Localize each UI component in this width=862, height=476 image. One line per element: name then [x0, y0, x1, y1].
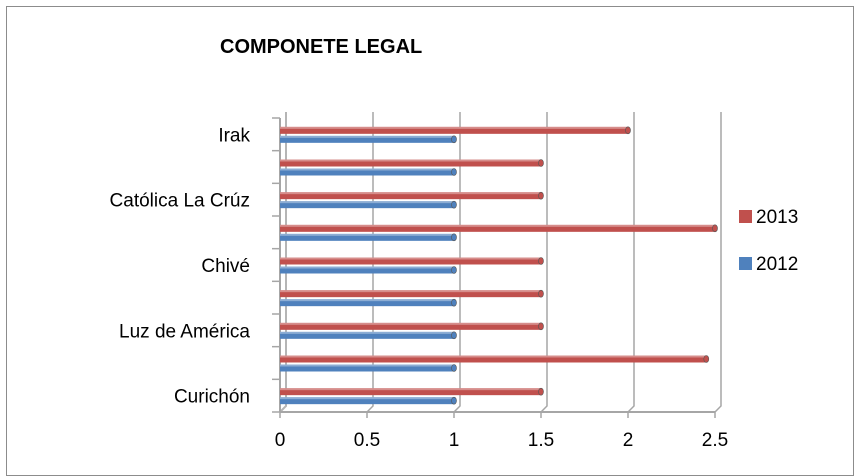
- bar-2013-cap: [712, 224, 718, 233]
- bar-2013-cap: [538, 289, 544, 298]
- bar-2013-highlight: [280, 257, 541, 260]
- bar-2013-cap: [538, 322, 544, 331]
- bar-2012: [280, 200, 457, 209]
- bar-2012-highlight: [280, 299, 454, 302]
- category-label: Católica La Crúz: [110, 191, 250, 212]
- bar-2012-highlight: [280, 331, 454, 334]
- bar-2013-cap: [538, 191, 544, 200]
- bar-2012-cap: [451, 364, 457, 372]
- axis-depth-line: [279, 112, 287, 413]
- bar-2013-highlight: [280, 290, 541, 293]
- gridline: [366, 112, 374, 413]
- bar-2012-cap: [451, 396, 457, 405]
- bar-2013-face: [280, 224, 715, 232]
- bar-2012-highlight: [280, 233, 454, 236]
- gridline: [540, 112, 548, 413]
- category-label: Irak: [218, 125, 250, 146]
- bar-2013-face: [280, 322, 541, 330]
- x-tick-label: 2.5: [702, 430, 728, 451]
- legend-label: 2012: [756, 254, 798, 275]
- bar-2012-highlight: [280, 364, 454, 367]
- bar-2013-face: [280, 388, 541, 396]
- bar-2013-face: [280, 126, 628, 134]
- bar-2012-cap: [451, 135, 457, 144]
- gridline: [627, 112, 635, 413]
- x-tick-label: 2: [623, 430, 634, 451]
- bar-2012: [280, 135, 457, 144]
- bar-2012-cap: [451, 233, 457, 242]
- category-label: Chivé: [201, 256, 250, 277]
- bar-2013-cap: [703, 355, 710, 363]
- bar-2013: [280, 387, 544, 396]
- bar-2013-highlight: [280, 192, 541, 195]
- bar-2012: [280, 298, 457, 307]
- bar-2012: [280, 266, 457, 274]
- bar-2013: [280, 159, 544, 167]
- bar-2013-highlight: [280, 388, 541, 391]
- bar-2013: [280, 191, 544, 200]
- bar-2012-face: [280, 135, 454, 143]
- bar-2013: [280, 224, 718, 233]
- bar-2013-face: [280, 355, 707, 363]
- bar-2012-highlight: [280, 168, 454, 171]
- bar-2012-highlight: [280, 266, 454, 269]
- bar-2012-highlight: [280, 201, 454, 204]
- bar-2012-cap: [451, 200, 457, 209]
- bar-2013-cap: [538, 257, 544, 265]
- bar-2012-face: [280, 397, 454, 405]
- bar-2013: [280, 322, 544, 331]
- legend-swatch: [739, 210, 752, 223]
- bar-2012-highlight: [280, 397, 454, 400]
- legend-swatch: [739, 257, 752, 270]
- bar-2013-face: [280, 257, 541, 265]
- bar-2012-face: [280, 233, 454, 241]
- bar-2012-face: [280, 168, 454, 176]
- x-tick-label: 0: [275, 430, 286, 451]
- bar-2013-face: [280, 159, 541, 167]
- bar-2012-cap: [451, 331, 457, 340]
- category-label: Luz de América: [119, 321, 250, 342]
- category-label: Curichón: [174, 387, 250, 408]
- gridline: [453, 112, 461, 413]
- bar-2012: [280, 364, 457, 372]
- bar-2012-cap: [451, 266, 457, 274]
- x-tick-label: 1: [449, 430, 460, 451]
- bar-2013-highlight: [280, 355, 707, 358]
- bar-2013-cap: [538, 387, 544, 396]
- gridline: [714, 112, 722, 413]
- bar-2012-cap: [451, 298, 457, 307]
- x-tick-label: 0.5: [354, 430, 380, 451]
- bar-2013-face: [280, 290, 541, 298]
- bar-2013-highlight: [280, 322, 541, 325]
- bar-2013: [280, 289, 544, 298]
- bar-2012-cap: [451, 168, 457, 176]
- bar-2013-highlight: [280, 126, 628, 129]
- legend-label: 2013: [756, 207, 798, 228]
- bar-2013-cap: [538, 159, 544, 167]
- x-tick-label: 1.5: [528, 430, 554, 451]
- bar-2012-face: [280, 266, 454, 274]
- bar-2013-highlight: [280, 224, 715, 227]
- bar-2012: [280, 396, 457, 405]
- chart-title: COMPONETE LEGAL: [220, 36, 422, 58]
- bar-2013: [280, 126, 631, 135]
- bar-2013: [280, 355, 710, 363]
- bar-2013: [280, 257, 544, 265]
- bar-2012-face: [280, 331, 454, 339]
- bar-2012: [280, 233, 457, 242]
- bar-2012: [280, 168, 457, 176]
- bar-2013-face: [280, 192, 541, 200]
- bar-2012-face: [280, 299, 454, 307]
- bar-2013-cap: [625, 126, 631, 135]
- bar-2012-highlight: [280, 135, 454, 138]
- bar-2012-face: [280, 364, 454, 372]
- bar-2013-highlight: [280, 159, 541, 162]
- bar-2012-face: [280, 201, 454, 209]
- bar-2012: [280, 331, 457, 340]
